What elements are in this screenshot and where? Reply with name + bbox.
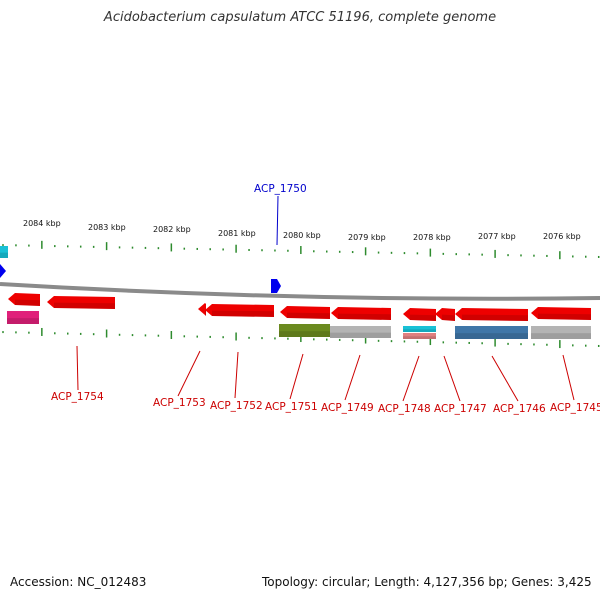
gene-arrow-ACP_1751-shade — [287, 312, 330, 319]
scale-labels: 2084 kbp 2083 kbp 2082 kbp 2081 kbp 2080 kbp… — [23, 219, 581, 242]
feature-cog-blue-shade — [455, 333, 528, 339]
gene-arrow-ACP_1748-shade — [410, 314, 436, 321]
gene-label-ACP_1748: ACP_1748 — [378, 403, 431, 415]
feature-cog-magenta — [7, 311, 39, 324]
gene-label-ACP_1752: ACP_1752 — [210, 400, 263, 412]
gene-arrow-ACP_1751 — [280, 306, 330, 319]
gene-arrow-ACP_1753-shade — [205, 309, 206, 316]
gene-arrow-ACP_1750 — [271, 279, 281, 293]
scale-label: 2081 kbp — [218, 229, 256, 238]
scale-label: 2080 kbp — [283, 231, 321, 240]
gene-label-ACP_1753: ACP_1753 — [153, 397, 206, 409]
scale-label: 2084 kbp — [23, 219, 61, 228]
scale-label: 2082 kbp — [153, 225, 191, 234]
leader-line-ACP_1750 — [276, 195, 279, 246]
gene-label-ACP_1754: ACP_1754 — [51, 391, 104, 403]
feature-cog-pink-shade — [403, 336, 436, 339]
gene-label-ACP_1749: ACP_1749 — [321, 402, 374, 414]
leader-line-ACP_1751 — [289, 353, 304, 400]
feature-cog-pink — [403, 333, 436, 339]
gene-arrow-ACP_1747-shade — [442, 314, 455, 321]
feature-cog-magenta-shade — [7, 318, 39, 324]
leader-line-ACP_1749 — [344, 354, 361, 401]
accession-text: Accession: NC_012483 — [10, 575, 147, 589]
leader-line-ACP_1745 — [562, 354, 575, 401]
gene-arrow-ACP_1745-shade — [538, 313, 591, 320]
gene-arrow-ACP_1754-shade — [54, 302, 115, 309]
gene-label-ACP_1746: ACP_1746 — [493, 403, 546, 415]
leader-line-ACP_1746 — [491, 355, 519, 402]
leader-line-ACP_1753 — [177, 350, 201, 397]
feature-cog-olive-shade — [279, 331, 330, 337]
gene-label-ACP_1745: ACP_1745 — [550, 402, 600, 414]
gene-arrow-ACP_1745 — [531, 307, 591, 320]
genome-summary-text: Topology: circular; Length: 4,127,356 bp… — [262, 575, 592, 589]
gene-arrow-ACP_1746 — [455, 308, 528, 321]
gene-arrow-ACP_1747 — [435, 308, 455, 321]
feature-cog-grey-shade — [330, 332, 391, 338]
feature-cog-grey — [531, 326, 591, 339]
gene-arrow-ACP_1754 — [47, 296, 115, 309]
feature-cog-grey — [330, 326, 391, 338]
feature-cog-cyan — [0, 246, 8, 258]
gene-label-ACP_1747: ACP_1747 — [434, 403, 487, 415]
gene-arrow-ACP_1755 — [8, 293, 40, 306]
gene-arrow-ACP_1752-shade — [212, 310, 274, 317]
gene-arrow-ACP_1748 — [403, 308, 436, 321]
scale-label: 2079 kbp — [348, 233, 386, 242]
leader-line-ACP_1752 — [234, 351, 239, 399]
gene-features — [0, 246, 591, 339]
gene-arrow-ACP_1749-shade — [338, 313, 391, 320]
gene-arrow-ACP_1746-shade — [462, 314, 528, 321]
gene-label-ACP_1751: ACP_1751 — [265, 401, 318, 413]
gene-label-ACP_1750: ACP_1750 — [254, 183, 307, 195]
map-title: Acidobacterium capsulatum ATCC 51196, co… — [103, 10, 497, 25]
scale-label: 2076 kbp — [543, 232, 581, 241]
feature-cog-olive — [279, 324, 330, 337]
gene-arrow-ACP_1755-shade — [15, 299, 40, 306]
leader-line-ACP_1754 — [76, 345, 79, 391]
gene-arrow-ACP_1752 — [205, 304, 274, 317]
gene-arrow-forward — [0, 264, 6, 278]
genome-backbone — [0, 282, 600, 301]
feature-cog-grey-shade — [531, 333, 591, 339]
scale-label: 2083 kbp — [88, 223, 126, 232]
gene-labels: ACP_1750 ACP_1754 ACP_1753 ACP_1752 ACP_1751… — [51, 183, 600, 415]
scale-label: 2078 kbp — [413, 233, 451, 242]
scale-label: 2077 kbp — [478, 232, 516, 241]
gene-arrow-ACP_1753 — [198, 303, 206, 316]
feature-cog-cyan — [403, 326, 436, 332]
scale-ticks-top — [2, 240, 600, 260]
leader-line-ACP_1748 — [402, 355, 420, 402]
feature-cog-cyan-shade — [403, 329, 436, 332]
gene-arrow-ACP_1749 — [331, 307, 391, 320]
leader-line-ACP_1747 — [443, 355, 461, 402]
feature-cog-blue — [455, 326, 528, 339]
feature-cog-cyan-shade — [0, 252, 8, 258]
